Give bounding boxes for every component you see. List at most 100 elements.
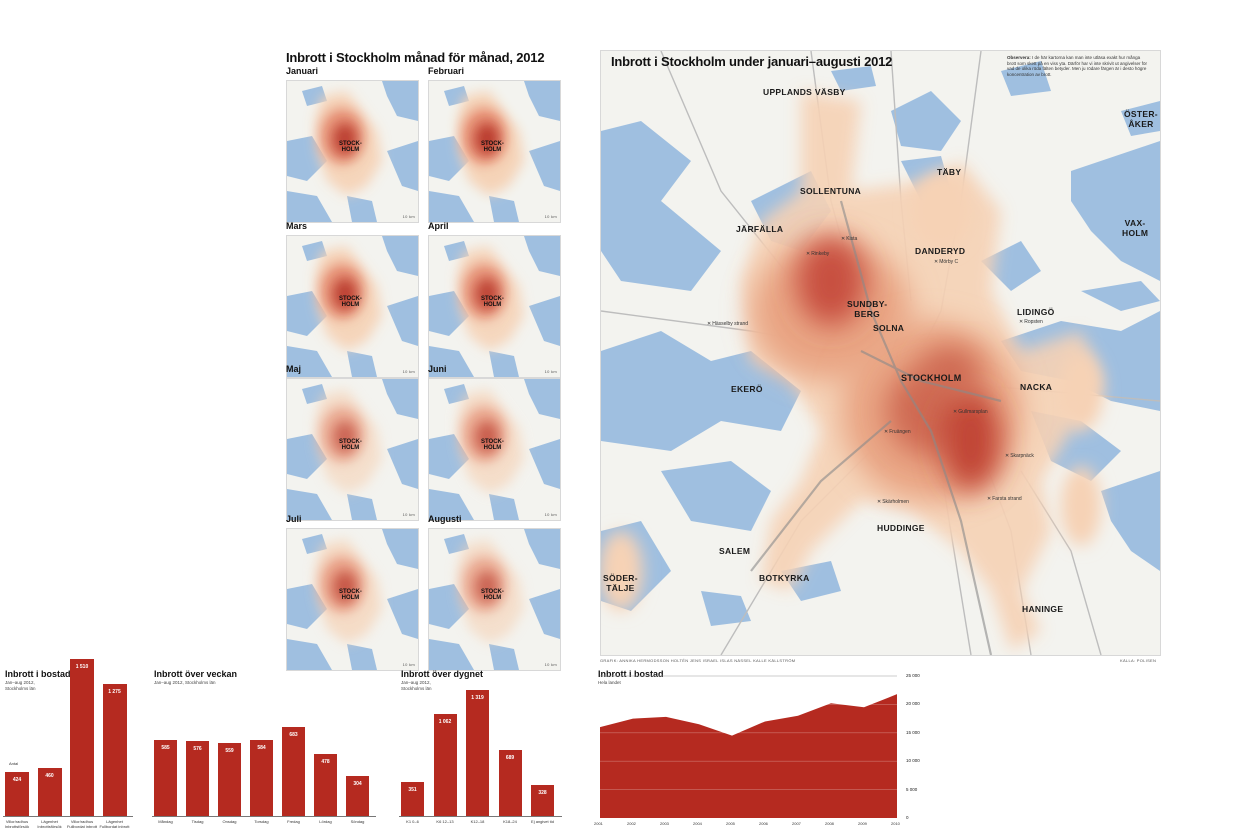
month-map-5[interactable]: STOCK- HOLM 10 km [428, 378, 561, 521]
month-scale: 10 km [544, 662, 557, 667]
month-map-1[interactable]: STOCK- HOLM 10 km [428, 80, 561, 223]
city-label-line1: STOCK- [481, 296, 504, 302]
bar-2-2[interactable]: 1 319 [466, 689, 489, 816]
month-map-svg [429, 379, 560, 520]
label-nacka: NACKA [1020, 382, 1053, 392]
month-label-4: Maj [286, 364, 302, 374]
bar-category-0-1: Lägenhet Inbrottsförsök [32, 819, 68, 829]
main-map-title: Inbrott i Stockholm under januari–august… [611, 54, 893, 69]
city-label-line2: HOLM [483, 147, 502, 153]
label-huddinge: HUDDINGE [877, 523, 925, 533]
month-heat [315, 389, 382, 494]
xtick-label-3: 2004 [693, 821, 702, 826]
month-map-3[interactable]: STOCK- HOLM 10 km [428, 235, 561, 378]
place-name: Mörby C [939, 259, 959, 265]
bar-2-4[interactable]: 328 [531, 784, 554, 816]
bar-category-1-3: Torsdag [254, 819, 269, 824]
place-marker-icon: ✕ [1005, 453, 1010, 459]
place-name: Farsta strand [992, 496, 1022, 502]
area-series[interactable] [600, 694, 897, 818]
month-map-svg [429, 81, 560, 222]
bar-value-label: 304 [353, 781, 362, 788]
area-chart-svg [600, 675, 897, 818]
place-label-0: ✕Mörby C [934, 259, 958, 265]
city-label-line1: STOCK- [339, 589, 362, 595]
month-map-4[interactable]: STOCK- HOLM 10 km [286, 378, 419, 521]
bar-0-3[interactable]: 1 275 [102, 683, 127, 816]
place-name: Skarpnäck [1010, 453, 1034, 459]
bar-0-2[interactable]: 1 510 [70, 659, 94, 816]
city-label-line2: HOLM [341, 445, 360, 451]
ytick-label-2: 10 000 [906, 758, 920, 764]
month-map-svg [287, 379, 418, 520]
chart-baseline-2 [399, 816, 562, 817]
label-vaxholm-line1: VAX- [1124, 218, 1146, 228]
month-map-2[interactable]: STOCK- HOLM 10 km [286, 235, 419, 378]
bar-1-0[interactable]: 585 [154, 739, 177, 816]
bar-value-label: 1 510 [75, 664, 89, 671]
chart-subtitle-0-1: Jan–aug 2012, [5, 680, 35, 685]
bar-0-1[interactable]: 460 [37, 768, 62, 816]
place-marker-icon: ✕ [953, 409, 958, 415]
chart-baseline-1 [152, 816, 376, 817]
month-map-0[interactable]: STOCK- HOLM 10 km [286, 80, 419, 223]
ytick-label-1: 5 000 [906, 786, 918, 792]
xtick-label-9: 2010 [891, 821, 900, 826]
bar-category-1-6: Söndag [350, 819, 365, 824]
map-note: Observera: I de här kartorna kan man int… [1007, 55, 1150, 77]
city-label-line2: HOLM [341, 595, 360, 601]
month-map-6[interactable]: STOCK- HOLM 10 km [286, 528, 419, 671]
bar-1-5[interactable]: 478 [314, 753, 337, 816]
month-heat [457, 389, 524, 494]
xtick-label-0: 2001 [594, 821, 603, 826]
bar-value-label: 424 [12, 777, 22, 783]
label-sollentuna: SOLLENTUNA [800, 186, 862, 196]
xtick-label-7: 2008 [825, 821, 834, 826]
place-label-8: ✕Farsta strand [987, 496, 1022, 502]
bar-2-1[interactable]: 1 062 [433, 714, 457, 816]
month-heat [457, 91, 524, 196]
bar-0-0[interactable]: 424 [5, 772, 29, 816]
category-line2: Inbrottsförsök [37, 823, 62, 829]
month-scale: 10 km [544, 214, 557, 219]
bar-2-0[interactable]: 351 [401, 782, 424, 816]
place-label-7: ✕Skarpnäck [1005, 453, 1034, 459]
month-scale: 10 km [402, 369, 415, 374]
label-vaxholm: VAX- HOLM [1122, 218, 1148, 238]
bar-category-2-1: K6 12–13 [436, 819, 454, 824]
month-heat [457, 539, 524, 644]
city-label-line1: STOCK- [481, 589, 504, 595]
bar-value-label: 1 062 [438, 719, 452, 726]
chart-title-3: Inbrott i bostad [598, 669, 664, 679]
month-heat [315, 91, 382, 196]
bar-1-1[interactable]: 576 [186, 740, 209, 816]
month-city-label: STOCK- HOLM [339, 439, 362, 451]
month-city-label: STOCK- HOLM [339, 141, 362, 153]
bar-category-1-5: Lördag [319, 819, 332, 824]
label-ekero: EKERÖ [731, 384, 763, 394]
heatmap-main [601, 91, 1103, 651]
bar-1-4[interactable]: 683 [282, 726, 305, 816]
main-map[interactable]: Inbrott i Stockholm under januari–august… [600, 50, 1161, 656]
month-scale: 10 km [544, 512, 557, 517]
ytick-label-4: 20 000 [906, 701, 920, 707]
map-credit: GRAFIK: ANNIKA HERMODSSON HOLTÉN JENS IS… [600, 658, 796, 663]
place-name: Hässelby strand [712, 321, 749, 327]
category-line1: Villor/radhus [5, 819, 29, 824]
chart-subtitle-1: Jan–aug 2012, Stockholms län [154, 680, 216, 685]
month-map-svg [429, 236, 560, 377]
month-map-svg [287, 236, 418, 377]
label-solna: SOLNA [873, 323, 905, 333]
month-label-2: Mars [286, 221, 308, 231]
chart-title-0: Inbrott i bostad [5, 669, 71, 679]
month-label-6: Juli [286, 514, 302, 524]
city-label-line2: HOLM [483, 445, 502, 451]
month-map-svg [287, 81, 418, 222]
bar-1-6[interactable]: 304 [346, 776, 369, 816]
category-line1: Lägenhet [41, 819, 58, 824]
bar-2-3[interactable]: 689 [498, 750, 522, 816]
bar-1-2[interactable]: 559 [218, 742, 241, 816]
place-marker-icon: ✕ [884, 429, 889, 435]
bar-1-3[interactable]: 584 [250, 739, 273, 816]
month-map-7[interactable]: STOCK- HOLM 10 km [428, 528, 561, 671]
